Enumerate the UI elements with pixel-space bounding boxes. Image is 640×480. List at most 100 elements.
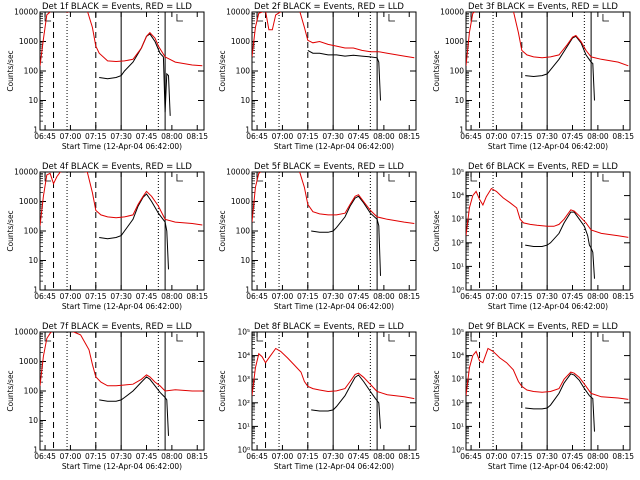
x-tick-label: 08:15 — [612, 452, 634, 461]
y-tick-label: 10000 — [14, 168, 38, 177]
x-tick-label: 07:00 — [272, 452, 294, 461]
y-tick-label: 10¹ — [237, 422, 250, 431]
x-tick-label: 08:15 — [398, 132, 420, 141]
corner-glyph — [388, 334, 395, 342]
y-tick-label: 10000 — [226, 8, 250, 17]
y-tick-label: 10² — [237, 398, 250, 407]
x-tick-label: 08:00 — [587, 132, 609, 141]
corner-glyph — [470, 174, 478, 182]
x-tick-label: 07:15 — [85, 292, 107, 301]
series-line-events — [525, 35, 595, 101]
y-tick-label: 10⁴ — [451, 191, 464, 200]
x-tick-label: 07:00 — [60, 132, 82, 141]
y-axis-label: Counts/sec — [6, 50, 15, 91]
y-tick-label: 10 — [240, 256, 250, 265]
y-tick-label: 1 — [459, 126, 464, 135]
y-tick-label: 1000 — [19, 357, 38, 366]
y-tick-label: 10² — [451, 238, 464, 247]
corner-glyph — [44, 334, 52, 342]
x-tick-label: 07:45 — [136, 292, 158, 301]
x-tick-label: 07:30 — [322, 452, 344, 461]
y-tick-label: 1 — [245, 126, 250, 135]
x-tick-label: 07:15 — [511, 452, 533, 461]
y-axis-label: Counts/sec — [218, 50, 227, 91]
series-line-lld — [252, 172, 415, 224]
x-tick-label: 07:30 — [536, 132, 558, 141]
x-axis-label: Start Time (12-Apr-04 06:42:00) — [274, 462, 394, 471]
panel-title: Det 6f BLACK = Events, RED = LLD — [468, 162, 618, 172]
panel-7: Det 7f BLACK = Events, RED = LLD 06:45 07:… — [6, 322, 208, 471]
x-tick-label: 07:15 — [85, 452, 107, 461]
x-tick-label: 07:00 — [486, 132, 508, 141]
y-tick-label: 10⁰ — [451, 446, 464, 455]
panel-title: Det 2f BLACK = Events, RED = LLD — [254, 2, 404, 12]
series-line-lld — [466, 187, 629, 238]
x-axis-label: Start Time (12-Apr-04 06:42:00) — [62, 302, 182, 311]
series-line-lld — [252, 12, 415, 59]
x-tick-label: 07:45 — [562, 452, 584, 461]
y-tick-label: 10 — [454, 96, 464, 105]
panel-title: Det 7f BLACK = Events, RED = LLD — [42, 322, 192, 332]
corner-glyph — [176, 174, 183, 182]
panel-2: Det 2f BLACK = Events, RED = LLD 06:45 07:… — [218, 2, 420, 151]
y-tick-label: 10¹ — [451, 262, 464, 271]
y-tick-label: 100 — [24, 387, 39, 396]
y-tick-label: 100 — [24, 67, 39, 76]
y-tick-label: 10 — [28, 96, 38, 105]
x-tick-label: 06:45 — [34, 132, 56, 141]
x-tick-label: 07:30 — [322, 132, 344, 141]
y-tick-label: 100 — [24, 227, 39, 236]
x-tick-label: 08:15 — [612, 132, 634, 141]
x-tick-label: 08:15 — [186, 132, 208, 141]
plot-frame — [39, 171, 205, 291]
x-tick-label: 08:15 — [186, 292, 208, 301]
x-tick-label: 07:15 — [297, 292, 319, 301]
y-axis-label: Counts/sec — [432, 210, 441, 251]
panel-title: Det 4f BLACK = Events, RED = LLD — [42, 162, 192, 172]
x-axis-label: Start Time (12-Apr-04 06:42:00) — [62, 462, 182, 471]
plot-frame — [465, 331, 631, 451]
panel-title: Det 3f BLACK = Events, RED = LLD — [468, 2, 618, 12]
corner-glyph — [388, 174, 395, 182]
x-tick-label: 08:15 — [612, 292, 634, 301]
series-line-events — [525, 373, 595, 432]
x-tick-label: 08:00 — [161, 292, 183, 301]
corner-glyph — [602, 174, 609, 182]
y-tick-label: 10000 — [14, 8, 38, 17]
series-line-events — [307, 49, 381, 101]
panel-title: Det 8f BLACK = Events, RED = LLD — [254, 322, 404, 332]
x-tick-label: 08:00 — [373, 132, 395, 141]
plot-frame — [39, 11, 205, 131]
x-tick-label: 07:00 — [60, 292, 82, 301]
series-line-events — [311, 374, 381, 429]
x-tick-label: 07:00 — [486, 452, 508, 461]
series-line-events — [311, 195, 381, 276]
x-tick-label: 07:30 — [110, 292, 132, 301]
x-tick-label: 07:45 — [348, 132, 370, 141]
y-axis-label: Counts/sec — [218, 210, 227, 251]
y-axis-label: Counts/sec — [218, 370, 227, 411]
series-line-lld — [466, 12, 629, 67]
series-line-lld — [40, 332, 203, 392]
x-tick-label: 08:00 — [373, 452, 395, 461]
x-tick-label: 06:45 — [34, 292, 56, 301]
x-tick-label: 07:45 — [136, 132, 158, 141]
y-tick-label: 10⁰ — [237, 446, 250, 455]
x-tick-label: 07:45 — [562, 292, 584, 301]
plot-frame — [251, 11, 417, 131]
panel-4: Det 4f BLACK = Events, RED = LLD 06:45 07:… — [6, 162, 208, 311]
y-tick-label: 1000 — [231, 197, 250, 206]
y-tick-label: 10 — [240, 96, 250, 105]
panel-8: Det 8f BLACK = Events, RED = LLD 06:45 07:… — [218, 322, 420, 471]
x-axis-label: Start Time (12-Apr-04 06:42:00) — [488, 462, 608, 471]
y-tick-label: 10³ — [451, 375, 464, 384]
panel-5: Det 5f BLACK = Events, RED = LLD 06:45 07:… — [218, 162, 420, 311]
y-axis-label: Counts/sec — [6, 370, 15, 411]
y-tick-label: 10⁰ — [451, 286, 464, 295]
x-tick-label: 08:00 — [587, 452, 609, 461]
series-line-events — [99, 193, 169, 270]
panel-3: Det 3f BLACK = Events, RED = LLD 06:45 07:… — [432, 2, 634, 151]
y-tick-label: 10 — [28, 256, 38, 265]
y-axis-label: Counts/sec — [432, 50, 441, 91]
